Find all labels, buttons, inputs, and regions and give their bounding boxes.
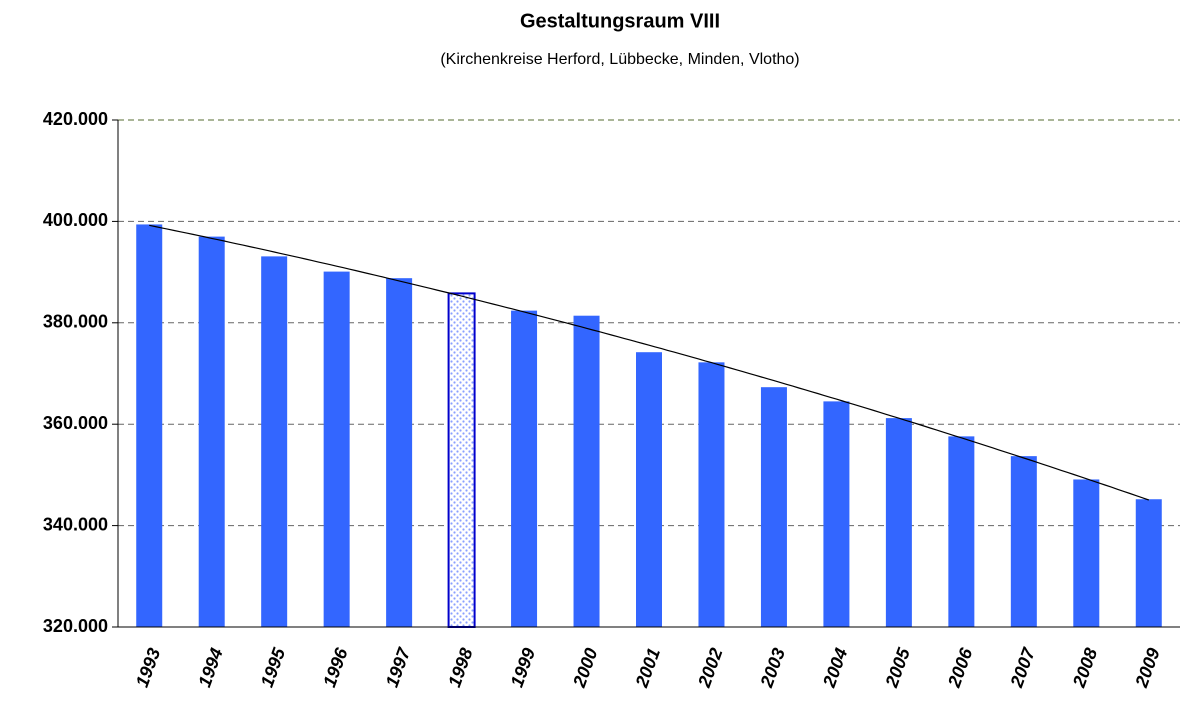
bar: [447, 292, 476, 628]
bar: [823, 401, 850, 627]
x-tick-label: 1994: [194, 645, 226, 689]
x-tick-label: 2008: [1069, 645, 1102, 690]
x-tick-label: 2002: [694, 645, 727, 690]
bar: [698, 362, 725, 627]
x-tick-label: 2005: [881, 644, 914, 690]
x-tick-label: 1993: [132, 645, 164, 689]
bar: [511, 310, 538, 627]
x-tick-label: 2000: [569, 645, 602, 690]
bar: [885, 418, 912, 627]
bar: [198, 236, 225, 628]
bar: [136, 224, 163, 627]
x-tick-label: 2006: [944, 644, 977, 690]
bar: [948, 436, 975, 627]
x-tick-label: 1999: [507, 645, 539, 689]
x-tick-label: 1997: [382, 644, 415, 689]
x-tick-label: 2004: [819, 645, 852, 690]
y-tick-label: 400.000: [43, 210, 108, 230]
y-tick-label: 340.000: [43, 514, 108, 534]
bar: [760, 387, 787, 627]
trend-line: [149, 224, 1149, 501]
x-tick-label: 1995: [257, 644, 290, 689]
bar: [1073, 479, 1100, 627]
x-tick-label: 2009: [1131, 645, 1164, 690]
y-tick-label: 380.000: [43, 312, 108, 332]
bar: [261, 256, 288, 627]
bar: [636, 352, 662, 627]
x-tick-label: 1998: [444, 645, 476, 689]
x-tick-label: 2003: [756, 645, 789, 690]
bar: [386, 278, 413, 627]
bar: [1135, 499, 1162, 627]
x-tick-label: 2001: [631, 645, 664, 690]
y-tick-label: 420.000: [43, 109, 108, 129]
x-tick-label: 1996: [319, 644, 352, 689]
bar: [573, 315, 600, 627]
x-tick-label: 2007: [1006, 644, 1039, 690]
y-tick-label: 360.000: [43, 413, 108, 433]
chart-title: Gestaltungsraum VIII: [520, 10, 720, 32]
y-tick-label: 320.000: [43, 616, 108, 636]
bar: [1010, 456, 1037, 627]
bar: [323, 271, 350, 627]
chart-subtitle: (Kirchenkreise Herford, Lübbecke, Minden…: [440, 51, 799, 68]
